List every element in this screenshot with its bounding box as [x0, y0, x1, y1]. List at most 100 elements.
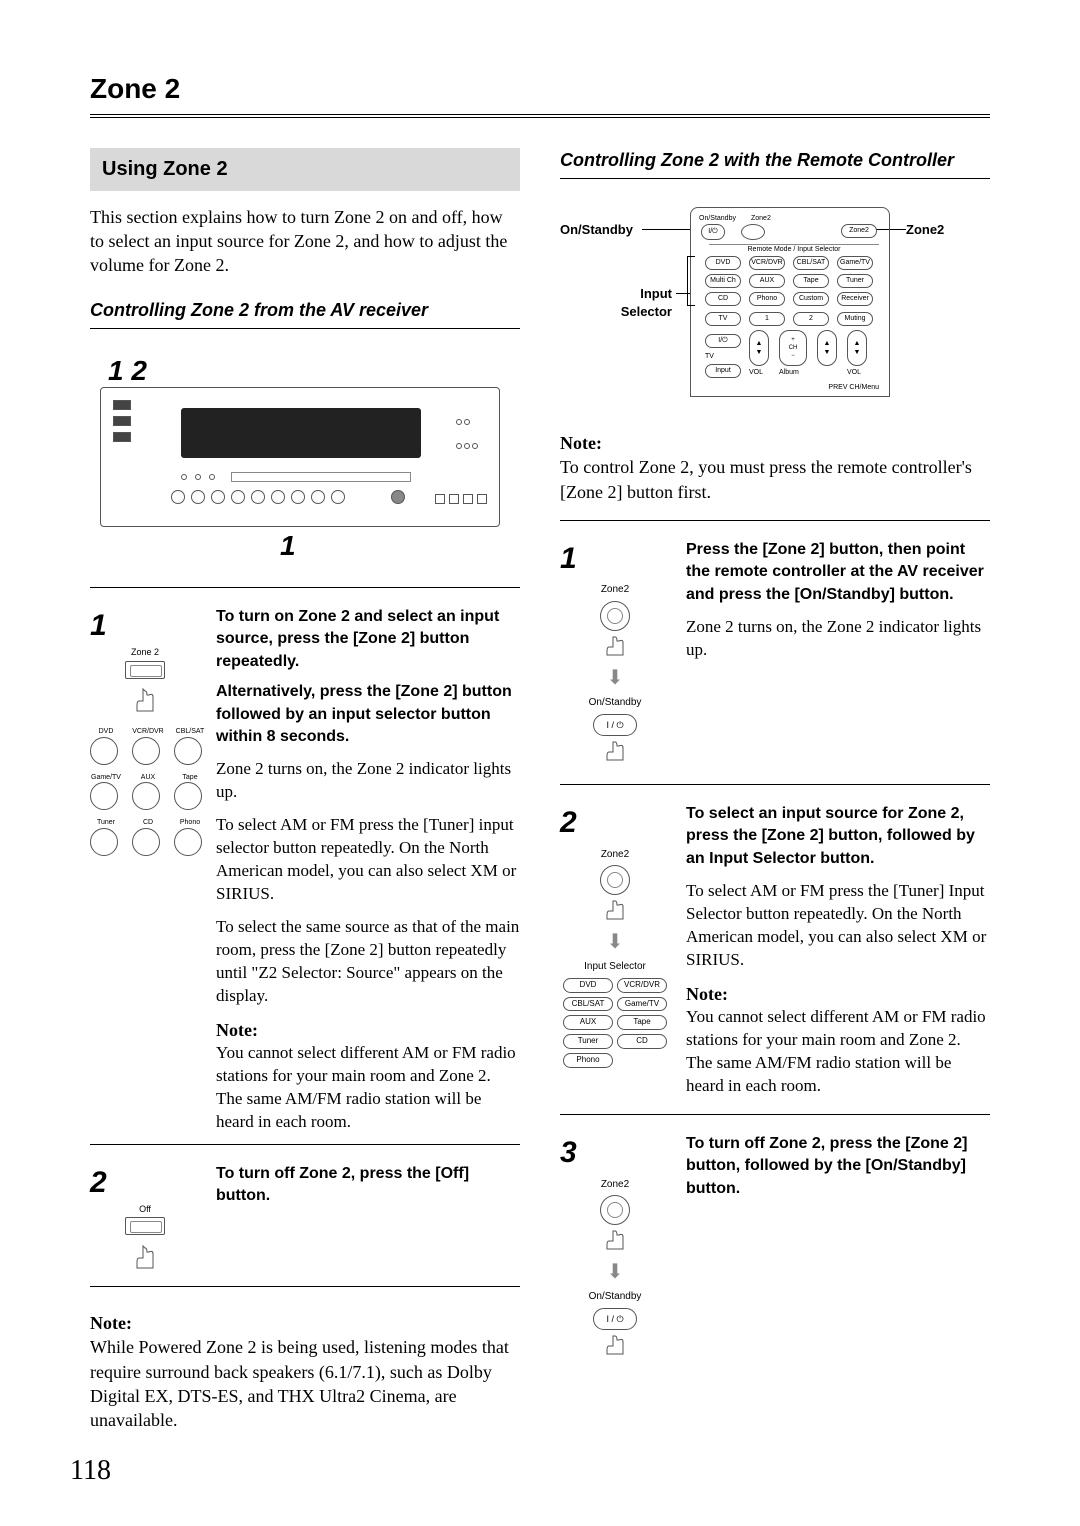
step-text: To select AM or FM press the [Tuner] inp… [216, 814, 520, 906]
intro-paragraph: This section explains how to turn Zone 2… [90, 205, 520, 278]
right-column: Controlling Zone 2 with the Remote Contr… [560, 148, 990, 1433]
zone2-label: Zone2 [560, 848, 670, 862]
hand-icon [603, 740, 627, 762]
remote-pill: Input [705, 364, 741, 378]
rule [560, 178, 990, 179]
remote-pill: CD [705, 292, 741, 306]
rule [90, 328, 520, 329]
micro-label: VOL [749, 368, 763, 377]
note-label: Note: [560, 433, 602, 453]
subheading-remote: Controlling Zone 2 with the Remote Contr… [560, 148, 990, 172]
micro-label: TV [705, 352, 714, 361]
remote-pill: VCR/DVR [749, 256, 785, 270]
remote-rocker: ▲▼ [817, 330, 837, 366]
remote-pill: Phono [749, 292, 785, 306]
selector-button [132, 782, 160, 810]
note-block: Note: To control Zone 2, you must press … [560, 431, 990, 504]
remote-pill: Receiver [837, 292, 873, 306]
rule [560, 784, 990, 785]
arrow-down-icon: ⬇ [560, 1259, 670, 1286]
pill: Tuner [563, 1034, 613, 1049]
note-text: You cannot select different AM or FM rad… [686, 1006, 990, 1098]
micro-label: PREV CH/Menu [828, 383, 879, 392]
selector-button [90, 737, 118, 765]
remote-step-2-body: To select an input source for Zone 2, pr… [686, 803, 990, 1098]
off-button-icon [125, 1217, 165, 1235]
remote-pill: Game/TV [837, 256, 873, 270]
selector-button [174, 737, 202, 765]
left-column: Using Zone 2 This section explains how t… [90, 148, 520, 1433]
zone2-button-icon [600, 1195, 630, 1225]
remote-onstandby-button: I/⏻ [701, 224, 725, 240]
arrow-down-icon: ⬇ [560, 665, 670, 692]
onstandby-label: On/Standby [560, 696, 670, 710]
input-selector-pills: DVD VCR/DVR CBL/SAT Game/TV AUX Tape Tun… [563, 978, 667, 1068]
page-number: 118 [70, 1452, 111, 1490]
remote-pill: Multi Ch [705, 274, 741, 288]
remote-pill: AUX [749, 274, 785, 288]
sel-label: VCR/DVR [132, 727, 164, 736]
remote-rocker: +CH− [779, 330, 807, 366]
receiver-box [100, 387, 500, 527]
note-label: Note: [686, 982, 990, 1006]
sel-label: AUX [132, 773, 164, 782]
rule [90, 1144, 520, 1145]
receiver-display [181, 408, 421, 458]
sel-label: Tuner [90, 818, 122, 827]
step-number: 1 [90, 606, 200, 647]
off-label: Off [90, 1203, 200, 1215]
zone2-label: Zone2 [560, 583, 670, 597]
micro-label: Zone2 [751, 214, 771, 223]
step-instruction: To select an input source for Zone 2, pr… [686, 803, 990, 870]
remote-pill: Custom [793, 292, 829, 306]
label-input-selector: Input Selector [600, 285, 672, 320]
remote-pill: Tuner [837, 274, 873, 288]
pill: DVD [563, 978, 613, 993]
zone2-button-icon [600, 601, 630, 631]
selector-button [174, 828, 202, 856]
micro-label: On/Standby [699, 214, 736, 223]
step-1-body: To turn on Zone 2 and select an input so… [216, 606, 520, 1134]
label-zone2: Zone2 [906, 221, 944, 239]
selector-button [132, 737, 160, 765]
pill: Tape [617, 1015, 667, 1030]
label-input-selector-text: Input Selector [621, 286, 672, 319]
remote-rocker: ▲▼ [749, 330, 769, 366]
remote-pill: TV [705, 312, 741, 326]
pill: CBL/SAT [563, 997, 613, 1012]
remote-step-3-body: To turn off Zone 2, press the [Zone 2] b… [686, 1133, 990, 1362]
page-title: Zone 2 [90, 70, 990, 118]
zone2-button-icon [600, 865, 630, 895]
step-text: Zone 2 turns on, the Zone 2 indicator li… [216, 758, 520, 804]
step-instruction-alt: Alternatively, press the [Zone 2] button… [216, 681, 520, 748]
sel-label: Tape [174, 773, 206, 782]
onstandby-button-icon: I / ⏻ [593, 714, 637, 736]
step-instruction: To turn on Zone 2 and select an input so… [216, 606, 520, 673]
remote-step-1-illustration: 1 Zone2 ⬇ On/Standby I / ⏻ [560, 539, 670, 768]
hand-icon [603, 1229, 627, 1251]
remote-step-3: 3 Zone2 ⬇ On/Standby I / ⏻ To turn off Z… [560, 1133, 990, 1362]
selector-button [174, 782, 202, 810]
hand-icon [133, 687, 157, 713]
note-label: Note: [216, 1018, 520, 1042]
remote-zone2-button: Zone2 [841, 224, 877, 238]
remote-outline: On/Standby Zone2 I/⏻ Zone2 Remote Mode /… [690, 207, 890, 397]
remote-step-2: 2 Zone2 ⬇ Input Selector DVD VCR/DVR CBL… [560, 803, 990, 1098]
step-instruction: Press the [Zone 2] button, then point th… [686, 539, 990, 606]
remote-zone2-circle [741, 224, 765, 240]
pill: AUX [563, 1015, 613, 1030]
remote-step-1: 1 Zone2 ⬇ On/Standby I / ⏻ Press the [Zo… [560, 539, 990, 768]
remote-diagram: On/Standby Input Selector Zone2 On/Stand… [560, 197, 990, 417]
micro-label: Remote Mode / Input Selector [709, 244, 879, 254]
step-number: 2 [90, 1163, 200, 1204]
selector-button [132, 828, 160, 856]
step-instruction: To turn off Zone 2, press the [Off] butt… [216, 1163, 520, 1208]
subheading-av-receiver: Controlling Zone 2 from the AV receiver [90, 298, 520, 322]
two-column-layout: Using Zone 2 This section explains how t… [90, 148, 990, 1433]
remote-pill: CBL/SAT [793, 256, 829, 270]
note-label: Note: [90, 1311, 520, 1335]
rule [90, 587, 520, 588]
hand-icon [603, 635, 627, 657]
hand-icon [133, 1244, 157, 1270]
rule [90, 1286, 520, 1287]
